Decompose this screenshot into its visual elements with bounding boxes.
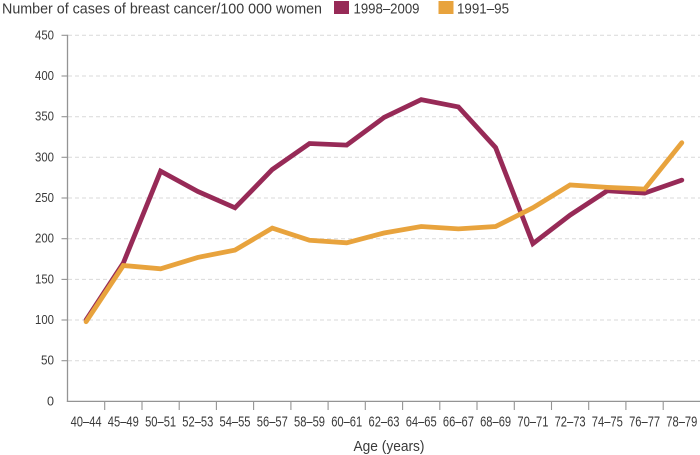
svg-text:52–53: 52–53 bbox=[182, 414, 213, 431]
svg-text:40–44: 40–44 bbox=[71, 414, 102, 431]
svg-text:1998–2009: 1998–2009 bbox=[354, 1, 420, 18]
svg-text:56–57: 56–57 bbox=[257, 414, 288, 431]
svg-text:66–67: 66–67 bbox=[443, 414, 474, 431]
svg-text:62–63: 62–63 bbox=[369, 414, 400, 431]
svg-text:100: 100 bbox=[35, 312, 54, 327]
svg-text:150: 150 bbox=[35, 271, 54, 286]
svg-text:250: 250 bbox=[35, 190, 54, 205]
svg-text:68–69: 68–69 bbox=[480, 414, 511, 431]
svg-text:50–51: 50–51 bbox=[145, 414, 176, 431]
svg-text:300: 300 bbox=[35, 149, 54, 164]
svg-text:60–61: 60–61 bbox=[331, 414, 362, 431]
svg-text:0: 0 bbox=[47, 393, 54, 408]
svg-text:76–77: 76–77 bbox=[629, 414, 660, 431]
svg-text:Age (years): Age (years) bbox=[354, 438, 425, 455]
svg-text:200: 200 bbox=[35, 231, 54, 246]
svg-text:450: 450 bbox=[35, 27, 54, 42]
svg-text:50: 50 bbox=[41, 353, 54, 368]
svg-text:Number of cases of breast canc: Number of cases of breast cancer/100 000… bbox=[2, 1, 322, 18]
svg-text:54–55: 54–55 bbox=[220, 414, 251, 431]
svg-text:64–65: 64–65 bbox=[406, 414, 437, 431]
svg-text:350: 350 bbox=[35, 109, 54, 124]
svg-text:1991–95: 1991–95 bbox=[457, 1, 509, 18]
svg-text:58–59: 58–59 bbox=[294, 414, 325, 431]
svg-text:72–73: 72–73 bbox=[555, 414, 586, 431]
svg-text:400: 400 bbox=[35, 68, 54, 83]
svg-text:78–79: 78–79 bbox=[666, 414, 697, 431]
svg-text:74–75: 74–75 bbox=[592, 414, 623, 431]
svg-text:45–49: 45–49 bbox=[108, 414, 139, 431]
svg-text:70–71: 70–71 bbox=[517, 414, 548, 431]
